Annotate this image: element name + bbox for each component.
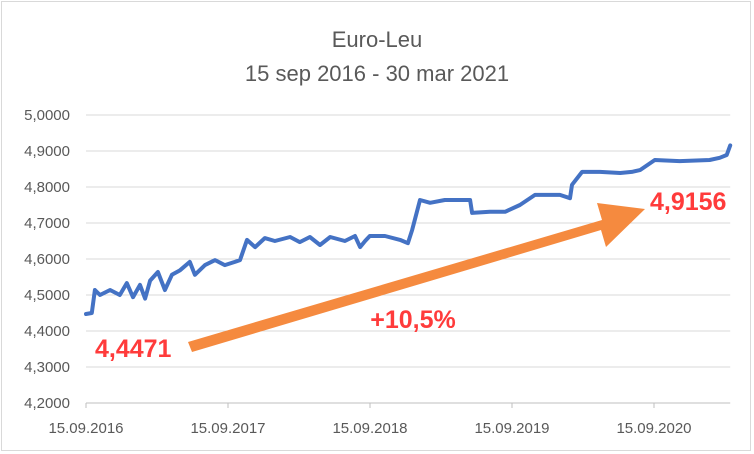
x-tick-label: 15.09.2018	[332, 420, 407, 437]
end-value-label: 4,9156	[650, 188, 726, 216]
y-tick-label: 4,6000	[24, 251, 70, 268]
y-tick-label: 4,4000	[24, 323, 70, 340]
series-line-euro-leu	[84, 143, 733, 316]
y-tick-label: 5,0000	[24, 107, 70, 124]
chart-title: Euro-Leu	[332, 27, 423, 52]
y-tick-label: 4,2000	[24, 395, 70, 412]
start-value-label: 4,4471	[95, 335, 172, 363]
trend-arrow	[188, 203, 645, 352]
x-tick-label: 15.09.2019	[474, 420, 549, 437]
chart-subtitle: 15 sep 2016 - 30 mar 2021	[245, 61, 509, 86]
y-tick-label: 4,5000	[24, 287, 70, 304]
y-tick-label: 4,9000	[24, 143, 70, 160]
y-tick-label: 4,3000	[24, 359, 70, 376]
x-tick-label: 15.09.2016	[48, 420, 123, 437]
y-tick-label: 4,7000	[24, 215, 70, 232]
x-tick-label: 15.09.2020	[616, 420, 691, 437]
y-tick-label: 4,8000	[24, 179, 70, 196]
change-label: +10,5%	[370, 306, 456, 334]
trend-arrow-shape	[188, 203, 645, 352]
x-tick-label: 15.09.2017	[190, 420, 265, 437]
